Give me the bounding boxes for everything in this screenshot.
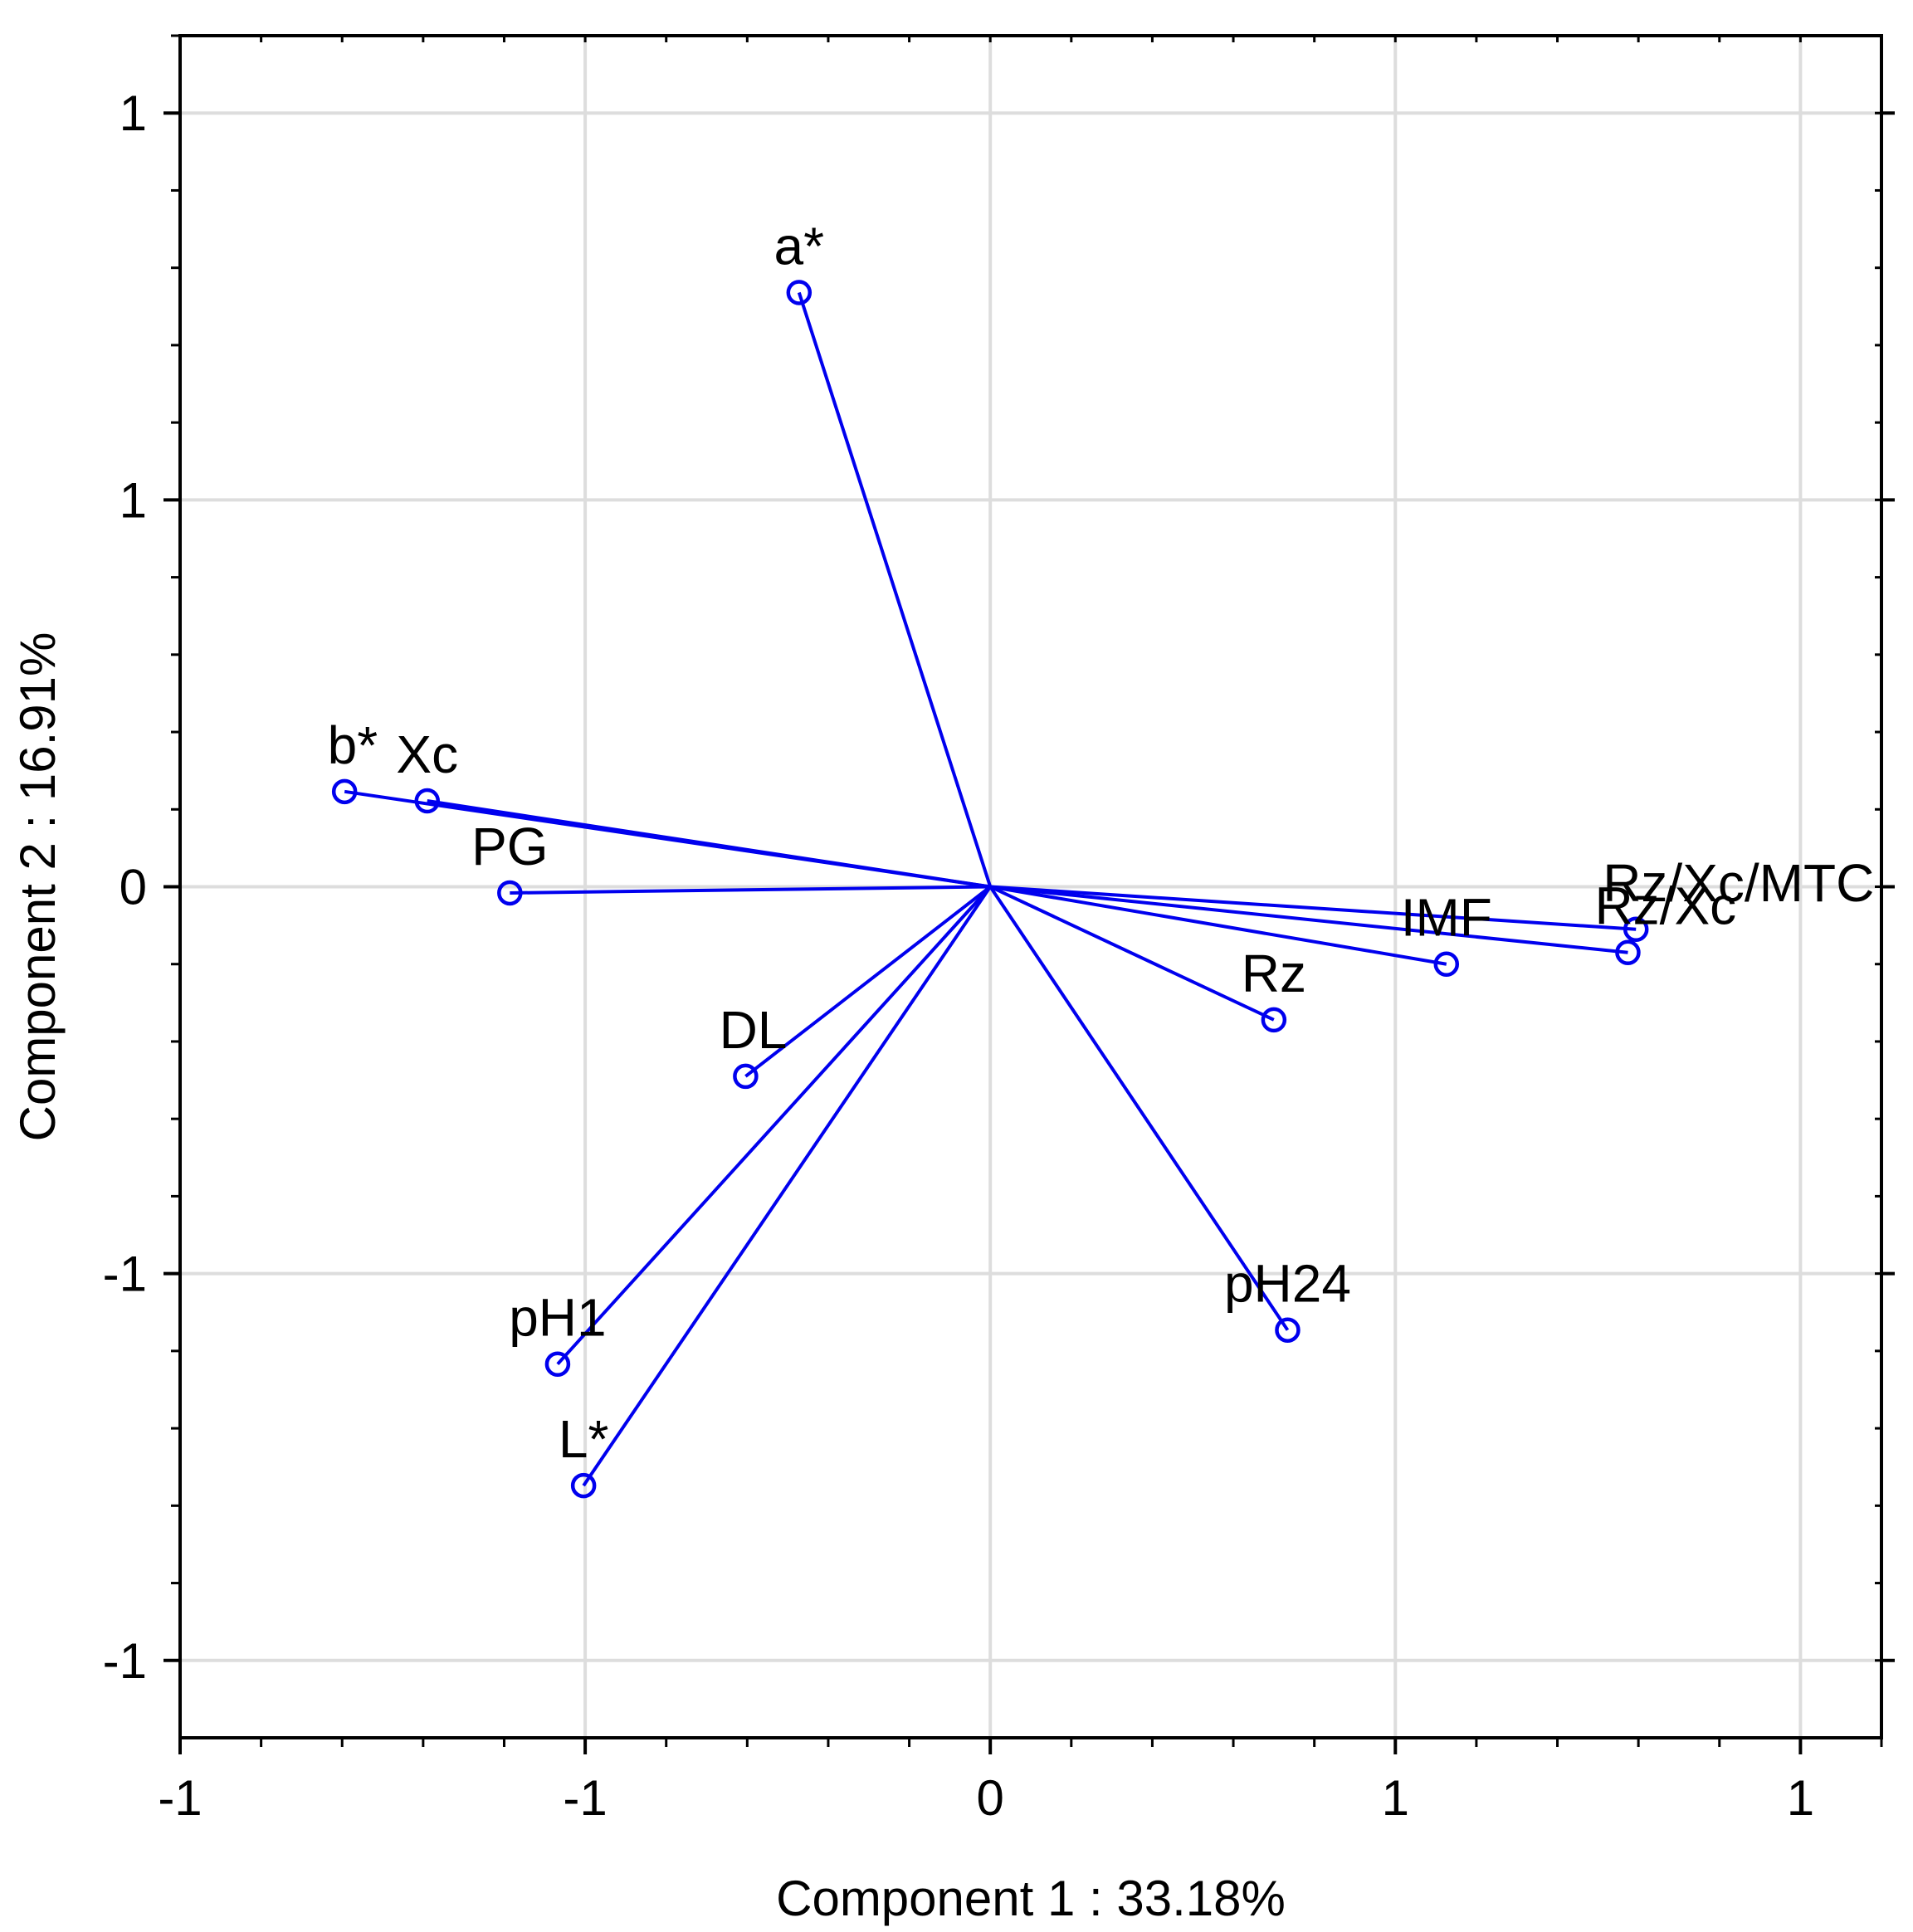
y-tick-label: 0 xyxy=(120,860,147,915)
x-tick-label: 0 xyxy=(977,1770,1004,1826)
y-tick-label: -1 xyxy=(103,1633,147,1689)
x-tick-label: -1 xyxy=(158,1770,202,1826)
vector-xc xyxy=(427,799,991,889)
y-tick-label: 1 xyxy=(120,472,147,528)
loading-vectors xyxy=(331,280,1649,1499)
label-ph1: pH1 xyxy=(509,1288,606,1348)
point-rz-xc-mtc xyxy=(1623,916,1649,943)
label-rz-xc-mtc: Rz/Xc/MTC xyxy=(1603,853,1874,913)
vector-l-star xyxy=(582,886,992,1487)
y-tick-label: -1 xyxy=(103,1247,147,1302)
y-tick-label: 1 xyxy=(120,85,147,141)
label-xc: Xc xyxy=(396,724,458,784)
plot-frame xyxy=(178,34,1883,1739)
vector-rz xyxy=(989,885,1275,1022)
label-imf: IMF xyxy=(1401,888,1492,948)
point-l-star xyxy=(570,1472,597,1499)
point-a-star xyxy=(786,280,813,305)
x-tick-label: 1 xyxy=(1382,1770,1409,1826)
point-b-star xyxy=(331,778,358,805)
vector-imf xyxy=(989,885,1447,966)
x-axis-title: Component 1 : 33.18% xyxy=(776,1871,1286,1926)
point-ph1 xyxy=(544,1351,571,1377)
y-axis-title: Component 2 : 16.91% xyxy=(10,632,66,1142)
vector-ph24 xyxy=(988,886,1290,1331)
vector-rz-xc xyxy=(989,885,1628,954)
label-a-star: a* xyxy=(774,217,825,276)
label-dl: DL xyxy=(720,1000,788,1060)
point-dl xyxy=(733,1063,759,1090)
point-xc xyxy=(414,788,440,814)
point-pg xyxy=(497,880,523,906)
label-ph24: pH24 xyxy=(1224,1254,1351,1314)
label-b-star: b* xyxy=(328,715,378,775)
grid-lines xyxy=(178,36,1881,1738)
point-ph24 xyxy=(1275,1317,1301,1343)
vector-a-star xyxy=(797,291,993,888)
label-l-star: L* xyxy=(559,1409,609,1469)
point-rz xyxy=(1261,1007,1287,1033)
x-tick-label: 1 xyxy=(1787,1770,1814,1826)
vector-dl xyxy=(744,885,992,1078)
vector-rz-xc-mtc xyxy=(990,885,1637,931)
point-imf xyxy=(1433,951,1460,977)
label-pg: PG xyxy=(471,817,548,876)
vector-pg xyxy=(510,885,991,895)
vector-ph1 xyxy=(556,886,992,1366)
label-rz: Rz xyxy=(1242,944,1306,1003)
label-rz-xc: Rz/Xc xyxy=(1594,876,1736,936)
x-tick-label: -1 xyxy=(563,1770,607,1826)
point-rz-xc xyxy=(1615,939,1641,965)
